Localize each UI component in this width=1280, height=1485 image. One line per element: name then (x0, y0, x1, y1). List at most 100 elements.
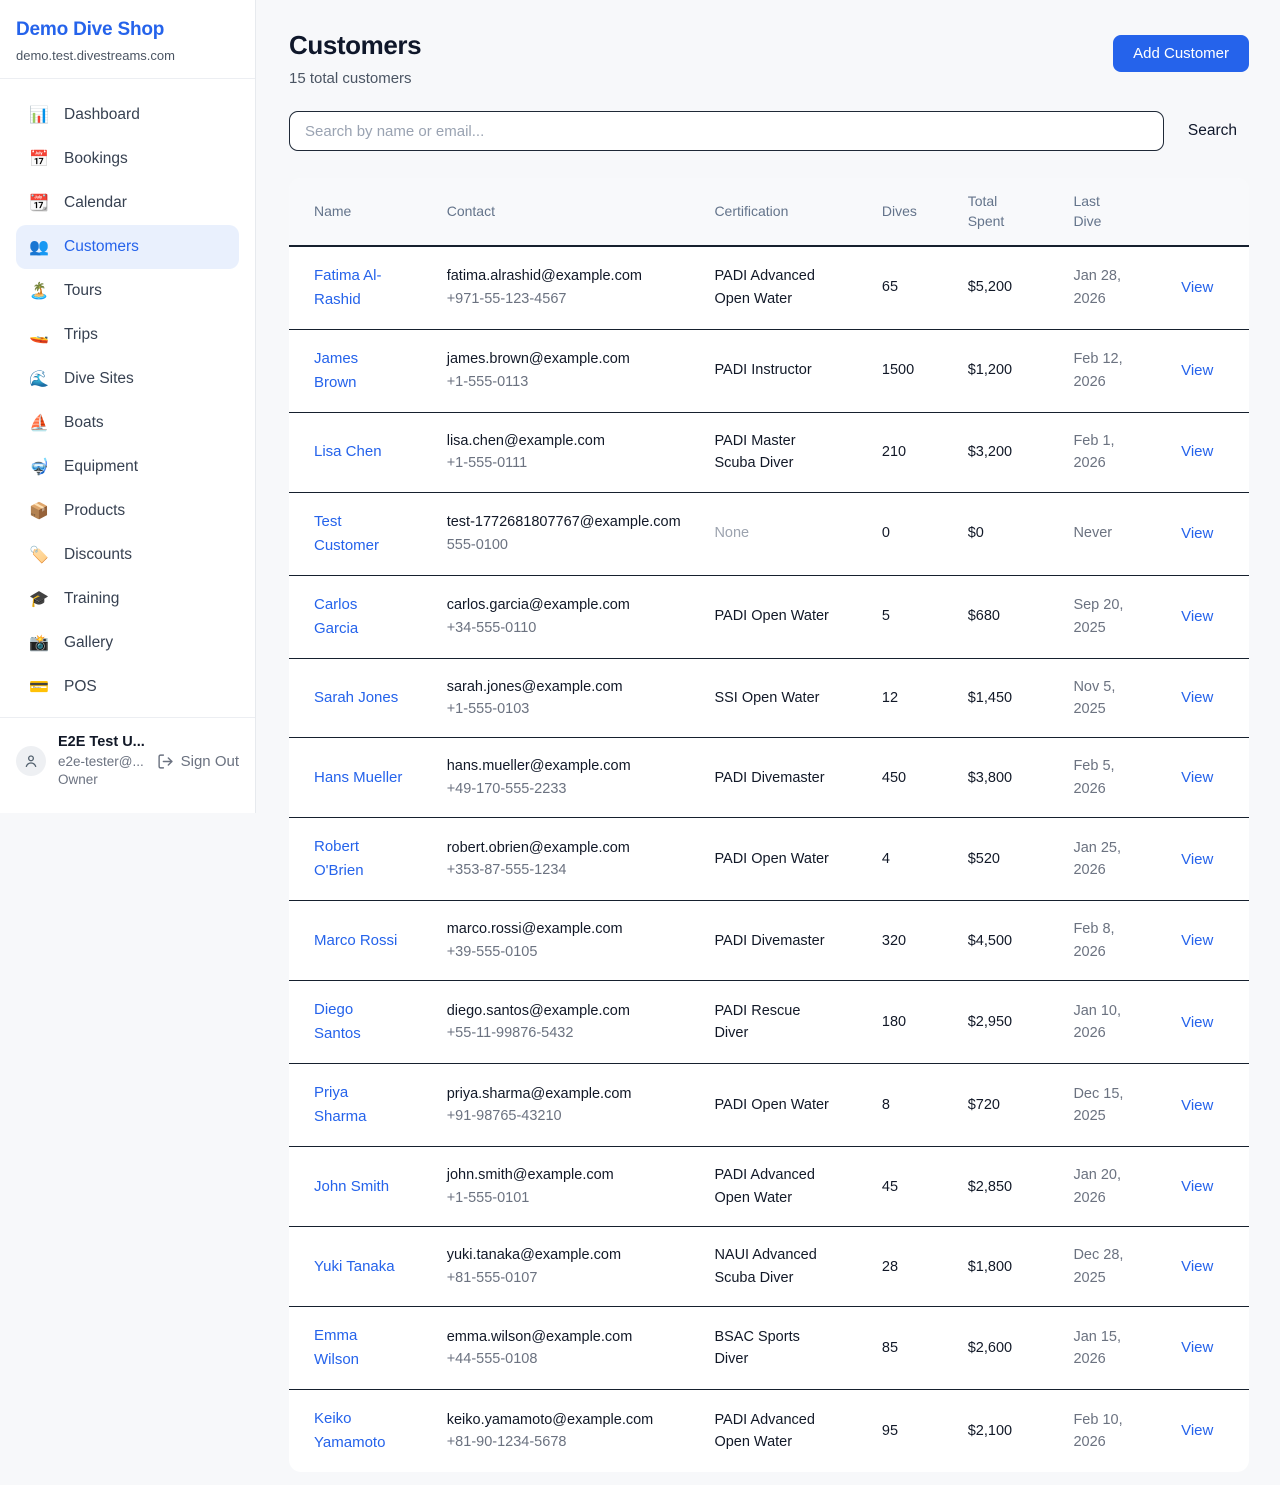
sidebar-nav-item[interactable]: 📅 Bookings (16, 137, 239, 181)
customer-name-link[interactable]: Carlos Garcia (314, 595, 359, 637)
table-row: Keiko Yamamoto keiko.yamamoto@example.co… (289, 1390, 1249, 1473)
search-input[interactable] (289, 111, 1164, 151)
shop-name[interactable]: Demo Dive Shop (16, 19, 165, 40)
total-spent-cell: $1,200 (955, 329, 1062, 413)
dives-cell: 12 (869, 658, 956, 739)
customer-name-link[interactable]: James Brown (314, 349, 359, 391)
sidebar-nav-item[interactable]: 🏷️ Discounts (16, 533, 239, 577)
customer-name-link[interactable]: Test Customer (314, 512, 380, 554)
sidebar-nav-item[interactable]: 📊 Dashboard (16, 93, 239, 137)
customer-email: carlos.garcia@example.com (446, 597, 630, 614)
last-dive-cell: Sep 20, 2025 (1061, 575, 1170, 659)
view-link[interactable]: View (1181, 689, 1214, 707)
customer-name-link[interactable]: Keiko Yamamoto (314, 1410, 386, 1452)
view-link[interactable]: View (1181, 1339, 1214, 1357)
main-content: Customers 15 total customers Add Custome… (256, 0, 1280, 1485)
table-row: Robert O'Brien robert.obrien@example.com… (289, 817, 1249, 902)
sidebar-nav-item[interactable]: 🎓 Training (16, 577, 239, 621)
table-header: Name Contact Certification Dives Total S… (289, 178, 1249, 247)
contact-cell: keiko.yamamoto@example.com +81-90-1234-5… (435, 1390, 703, 1473)
certification-cell: PADI Advanced Open Water (714, 1167, 815, 1206)
last-dive-cell: Feb 10, 2026 (1073, 1411, 1123, 1451)
sign-out-button[interactable]: Sign Out (157, 753, 239, 770)
sidebar-nav-item[interactable]: 🏝️ Tours (16, 269, 239, 313)
total-spent-cell: $2,100 (967, 1422, 1013, 1439)
contact-cell: robert.obrien@example.com +353-87-555-12… (434, 817, 703, 902)
customer-email: priya.sharma@example.com (446, 1085, 632, 1102)
customers-table: Name Contact Certification Dives Total S… (289, 178, 1249, 1472)
view-link[interactable]: View (1181, 278, 1214, 296)
view-link[interactable]: View (1181, 524, 1214, 542)
sidebar-nav-item[interactable]: 👥 Customers (16, 225, 239, 269)
sidebar-nav-item[interactable]: 🌊 Dive Sites (16, 357, 239, 401)
customer-name-link[interactable]: Emma Wilson (314, 1327, 360, 1369)
sidebar-nav-item[interactable]: 📆 Calendar (16, 181, 239, 225)
view-link[interactable]: View (1181, 361, 1214, 379)
last-dive-cell: Dec 15, 2025 (1061, 1063, 1170, 1148)
customer-email: lisa.chen@example.com (446, 432, 605, 449)
search-row: Search (289, 111, 1249, 151)
name-cell: Marco Rossi (289, 900, 435, 982)
customer-name-link[interactable]: Lisa Chen (314, 443, 382, 461)
sidebar-nav-item[interactable]: 📸 Gallery (16, 621, 239, 665)
dives-cell: 0 (869, 492, 956, 576)
dives-cell: 4 (869, 817, 956, 902)
name-cell: Keiko Yamamoto (289, 1390, 435, 1473)
customer-name-link[interactable]: Robert O'Brien (314, 838, 364, 880)
certification-cell-wrap: PADI Open Water (702, 1063, 870, 1148)
contact-cell: lisa.chen@example.com +1-555-0111 (434, 412, 703, 493)
nav-item-label: Discounts (64, 546, 133, 563)
nav-item-icon: 🚤 (29, 327, 49, 344)
view-link[interactable]: View (1181, 1096, 1214, 1114)
nav-item-label: Equipment (64, 458, 139, 475)
sidebar-nav-item[interactable]: 📦 Products (16, 489, 239, 533)
certification-cell-wrap: PADI Open Water (702, 817, 870, 902)
view-link[interactable]: View (1181, 769, 1214, 787)
certification-cell: PADI Open Water (714, 608, 829, 625)
view-link[interactable]: View (1181, 607, 1214, 625)
actions-cell: View (1169, 1063, 1249, 1148)
view-link[interactable]: View (1181, 850, 1214, 868)
nav-item-label: Customers (64, 238, 139, 255)
page-title: Customers (289, 30, 422, 60)
certification-cell-wrap: PADI Advanced Open Water (702, 1146, 870, 1228)
view-link[interactable]: View (1181, 1013, 1214, 1031)
customer-name-link[interactable]: Yuki Tanaka (314, 1257, 395, 1275)
customer-name-link[interactable]: Fatima Al-Rashid (314, 266, 382, 308)
sidebar-nav-item[interactable]: 🚤 Trips (16, 313, 239, 357)
customer-name-link[interactable]: John Smith (314, 1177, 390, 1195)
nav-item-label: Tours (64, 282, 102, 299)
customer-name-link[interactable]: Hans Mueller (314, 768, 403, 786)
nav-item-icon: 📦 (29, 503, 49, 520)
view-link[interactable]: View (1181, 1422, 1214, 1440)
add-customer-button[interactable]: Add Customer (1113, 35, 1249, 72)
customer-email: marco.rossi@example.com (446, 921, 623, 938)
search-button[interactable]: Search (1176, 122, 1249, 140)
contact-cell: emma.wilson@example.com +44-555-0108 (434, 1306, 703, 1391)
sign-out-label: Sign Out (180, 752, 239, 770)
customer-name-link[interactable]: Priya Sharma (314, 1084, 367, 1126)
sidebar-nav-item[interactable]: 💳 POS (16, 665, 239, 709)
sidebar-nav-item[interactable]: 🤿 Equipment (16, 445, 239, 489)
actions-cell: View (1169, 329, 1249, 413)
view-link[interactable]: View (1181, 1178, 1214, 1196)
view-link[interactable]: View (1181, 1258, 1214, 1276)
user-role: Owner (58, 771, 98, 787)
dives-cell: 180 (869, 980, 956, 1065)
customer-name-link[interactable]: Diego Santos (314, 1001, 361, 1043)
customer-name-link[interactable]: Marco Rossi (314, 931, 398, 949)
certification-cell: PADI Rescue Diver (714, 1002, 801, 1042)
nav-item-label: Training (64, 590, 120, 607)
name-cell: Emma Wilson (289, 1306, 435, 1391)
customer-phone: +1-555-0103 (446, 701, 530, 717)
sidebar-nav-item[interactable]: ⛵ Boats (16, 401, 239, 445)
certification-cell: PADI Advanced Open Water (714, 1411, 815, 1451)
view-link[interactable]: View (1181, 443, 1214, 461)
nav-item-icon: 📸 (29, 635, 49, 652)
total-spent-cell: $3,200 (955, 412, 1062, 493)
view-link[interactable]: View (1181, 932, 1214, 950)
customer-name-link[interactable]: Sarah Jones (314, 689, 399, 706)
name-cell: Diego Santos (289, 980, 435, 1065)
nav-item-label: POS (64, 678, 97, 695)
total-spent-cell: $2,950 (955, 980, 1062, 1065)
